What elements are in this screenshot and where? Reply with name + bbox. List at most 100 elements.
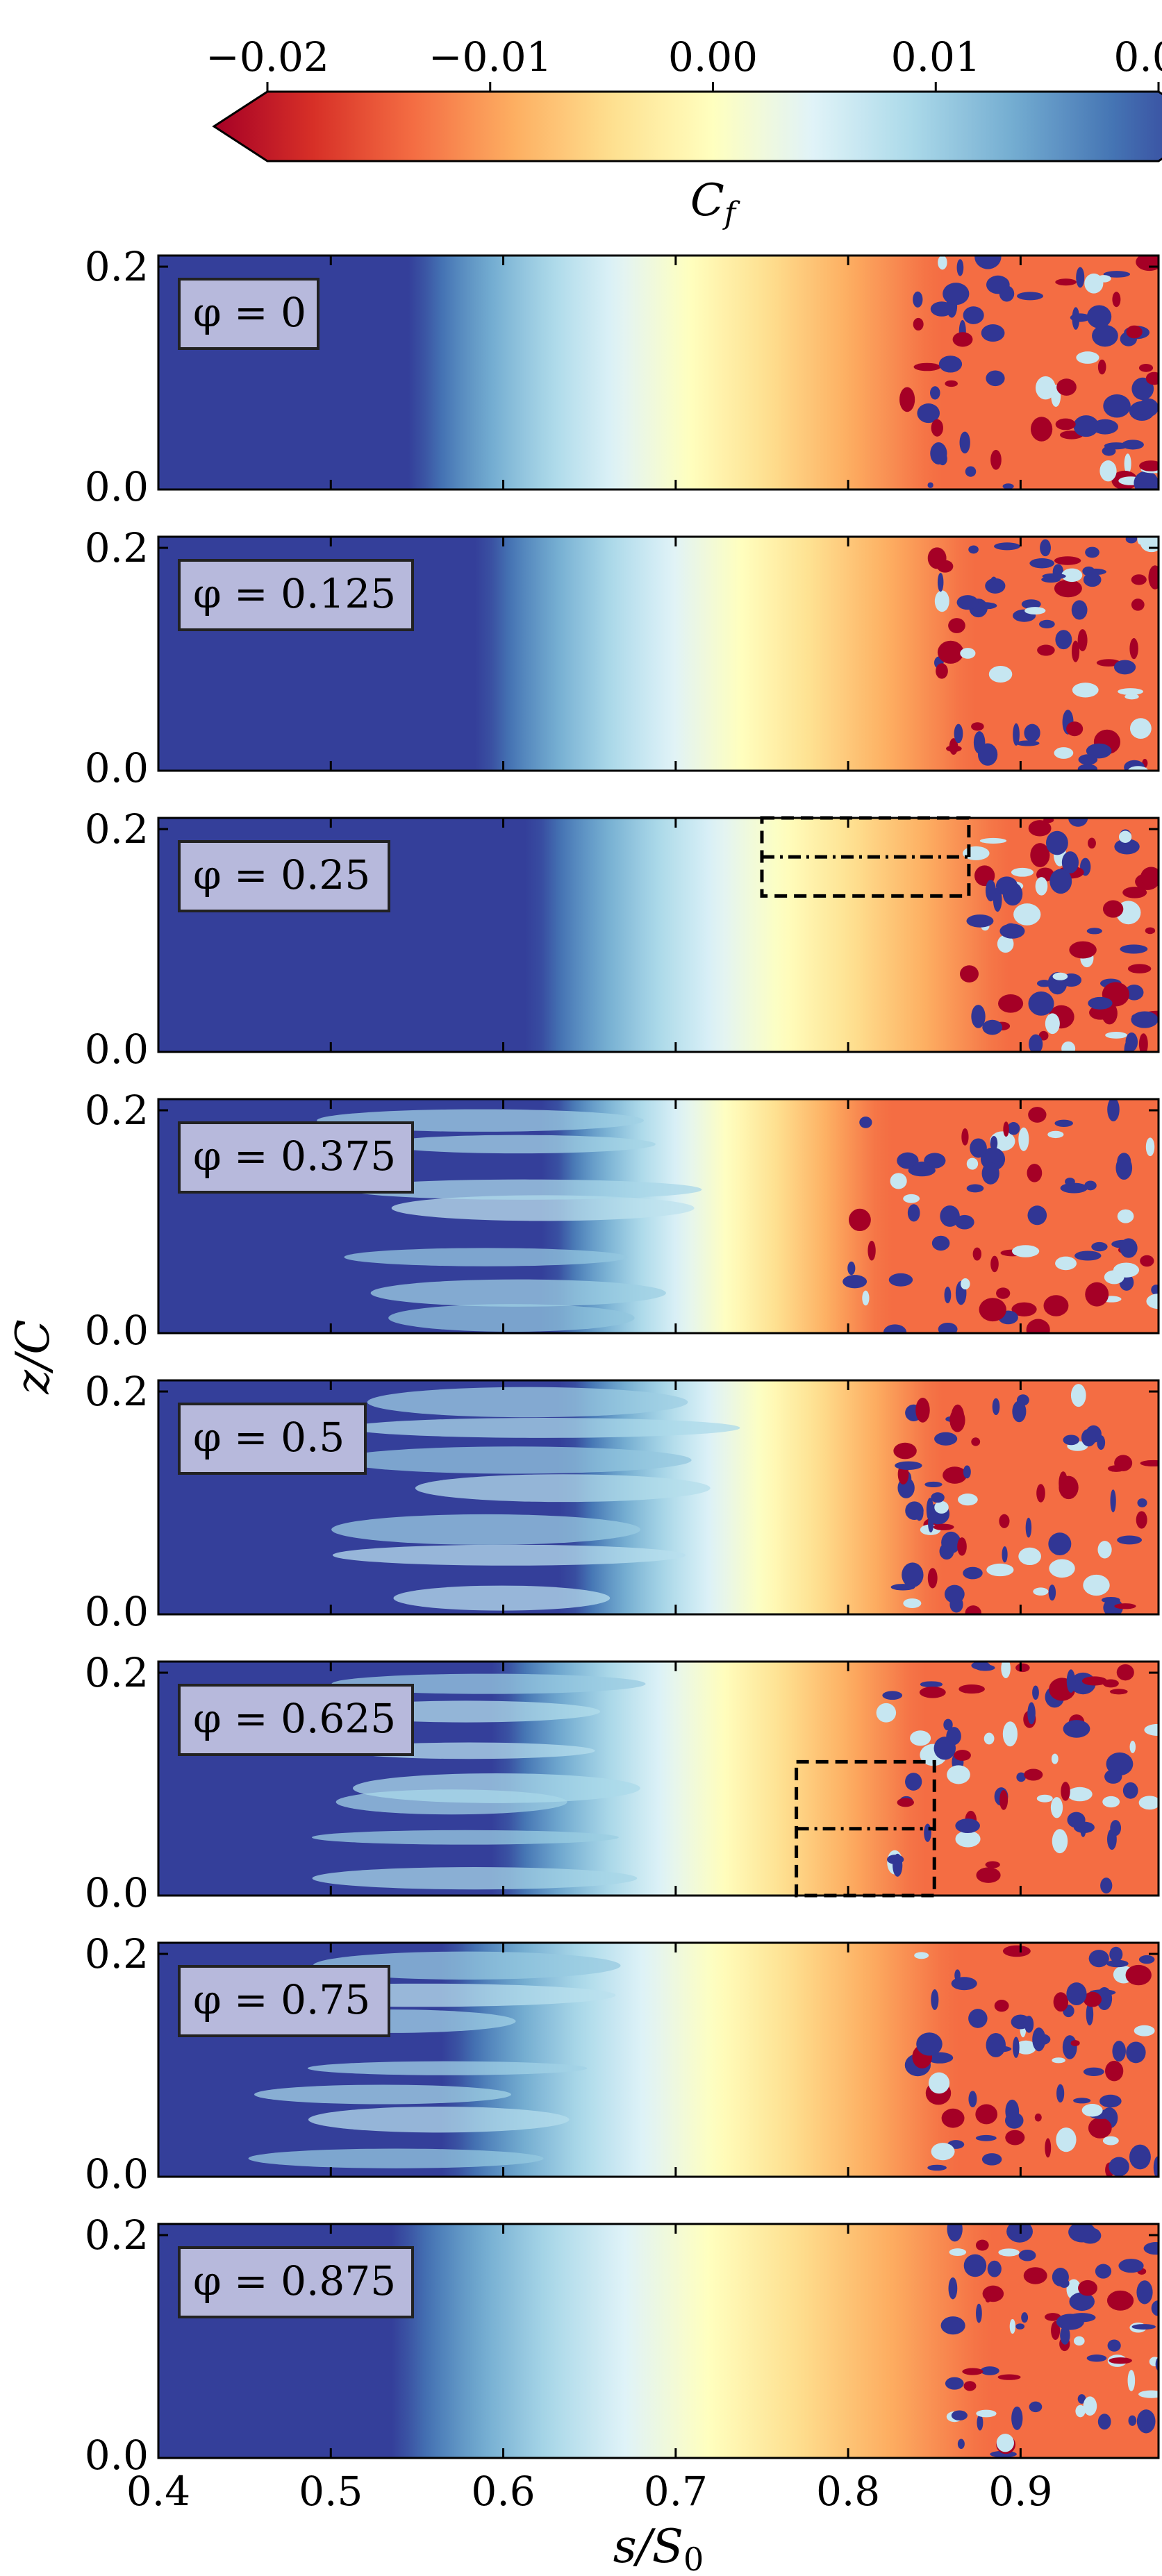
turbulent-spot — [1028, 991, 1054, 1016]
turbulent-spot — [1051, 2320, 1061, 2341]
turbulent-spot — [1035, 877, 1048, 896]
streak — [308, 2107, 570, 2133]
turbulent-spot — [1115, 1156, 1133, 1180]
turbulent-spot — [972, 1247, 981, 1261]
panel: 0.0 0.2 φ = 0 — [85, 243, 1160, 510]
turbulent-spot — [1007, 1122, 1020, 1135]
turbulent-spot — [1021, 599, 1041, 610]
turbulent-spot — [1151, 2300, 1159, 2316]
turbulent-spot — [1124, 694, 1139, 700]
streak — [336, 1446, 692, 1474]
y-axis-label: z/C — [6, 1319, 60, 1395]
turbulent-spot — [943, 1466, 968, 1484]
turbulent-spot — [1127, 964, 1152, 973]
turbulent-spot — [1011, 1302, 1037, 1316]
x-tick-label: 0.8 — [816, 2468, 880, 2515]
turbulent-spot — [1125, 1032, 1138, 1052]
turbulent-spot — [1107, 1099, 1120, 1121]
turbulent-spot — [914, 1952, 929, 1959]
turbulent-spot — [977, 2414, 983, 2431]
turbulent-spot — [1075, 2404, 1086, 2418]
turbulent-spot — [883, 1324, 907, 1333]
turbulent-spot — [981, 1162, 999, 1185]
turbulent-spot — [943, 283, 970, 306]
turbulent-spot — [979, 1298, 1006, 1322]
turbulent-spot — [1137, 1498, 1147, 1507]
turbulent-spot — [1131, 377, 1154, 401]
colorbar-ticks: −0.02 −0.01 0.00 0.01 0.02 — [206, 33, 1162, 92]
panel: 0.0 0.2 φ = 0.125 — [85, 524, 1160, 792]
turbulent-spot — [1029, 558, 1055, 569]
turbulent-spot — [1153, 2156, 1159, 2177]
turbulent-spot — [955, 1830, 981, 1848]
turbulent-spot — [1136, 1511, 1147, 1529]
turbulent-spot — [1125, 1964, 1152, 1986]
turbulent-spot — [938, 1322, 958, 1333]
turbulent-spot — [963, 306, 984, 324]
turbulent-spot — [986, 1563, 1014, 1577]
turbulent-spot — [949, 2248, 967, 2257]
turbulent-spot — [1134, 2025, 1155, 2036]
turbulent-spot — [1054, 1119, 1073, 1128]
y-tick-label: 0.2 — [85, 1368, 149, 1415]
turbulent-spot — [976, 2303, 982, 2323]
turbulent-spot — [1054, 579, 1082, 598]
turbulent-spot — [908, 1164, 936, 1177]
svg-text:φ = 0.375: φ = 0.375 — [193, 1132, 396, 1180]
turbulent-spot — [1067, 1787, 1093, 1802]
turbulent-spot — [955, 1818, 980, 1833]
turbulent-spot — [1063, 1720, 1090, 1738]
turbulent-spot — [940, 2316, 965, 2335]
y-tick-label: 0.2 — [85, 243, 149, 290]
turbulent-spot — [910, 1730, 931, 1746]
panel-frame — [157, 817, 1160, 1053]
turbulent-spot — [963, 2381, 977, 2391]
turbulent-spot — [1018, 1127, 1029, 1151]
streak — [388, 1304, 635, 1332]
turbulent-spot — [927, 2164, 947, 2171]
turbulent-spot — [1126, 325, 1143, 339]
turbulent-spot — [1129, 2144, 1151, 2170]
turbulent-spot — [1071, 600, 1088, 620]
turbulent-spot — [1070, 1384, 1086, 1407]
turbulent-spot — [1112, 2041, 1126, 2062]
turbulent-spot — [1117, 1535, 1143, 1545]
turbulent-spot — [1055, 278, 1077, 286]
panel-frame — [157, 2223, 1160, 2459]
streak — [312, 1867, 638, 1890]
turbulent-spot — [1109, 2157, 1129, 2177]
turbulent-spot — [848, 1208, 871, 1232]
turbulent-spot — [1151, 1285, 1159, 1296]
turbulent-spot — [1039, 619, 1055, 629]
turbulent-spot — [1024, 1768, 1043, 1781]
x-tick-label: 0.6 — [471, 2468, 535, 2515]
turbulent-spot — [1113, 660, 1136, 675]
turbulent-spot — [915, 1505, 924, 1521]
turbulent-spot — [1053, 1992, 1069, 2012]
turbulent-spot — [1081, 1428, 1097, 1447]
cf-field — [158, 1099, 1159, 1333]
phase-label: φ = 0 — [178, 278, 319, 350]
turbulent-spot — [1011, 2406, 1023, 2430]
turbulent-spot — [1095, 2264, 1112, 2279]
turbulent-spot — [944, 1287, 952, 1304]
svg-text:φ = 0: φ = 0 — [193, 289, 306, 336]
turbulent-spot — [1024, 724, 1040, 742]
turbulent-spot — [1061, 1041, 1076, 1052]
turbulent-spot — [933, 1523, 954, 1530]
turbulent-spot — [1003, 1121, 1009, 1137]
turbulent-spot — [1088, 996, 1113, 1010]
phase-label: φ = 0.5 — [178, 1403, 367, 1475]
turbulent-spot — [988, 666, 1013, 683]
turbulent-spot — [913, 362, 941, 371]
turbulent-spot — [1061, 1782, 1070, 1801]
turbulent-spot — [1011, 867, 1034, 877]
turbulent-spot — [1029, 1034, 1043, 1052]
turbulent-spot — [1072, 683, 1099, 698]
turbulent-spot — [968, 545, 979, 554]
streak — [332, 1544, 686, 1566]
turbulent-spot — [931, 419, 943, 437]
turbulent-spot — [999, 1514, 1010, 1528]
turbulent-spot — [1063, 1435, 1079, 1446]
turbulent-spot — [976, 1867, 1001, 1883]
